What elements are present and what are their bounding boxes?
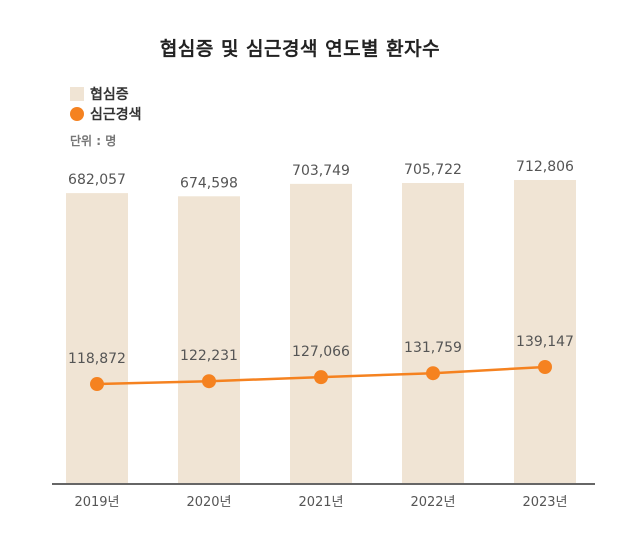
- line-point-4: [426, 366, 440, 381]
- bar-2: [178, 196, 240, 484]
- bar-value-label-1: 682,057: [68, 172, 126, 188]
- bar-value-label-5: 712,806: [516, 159, 574, 175]
- chart-title: 협심증 및 심근경색 연도별 환자수: [159, 38, 441, 60]
- bar-5: [514, 180, 576, 484]
- line-value-label-1: 118,872: [68, 351, 126, 367]
- x-tick-label-2: 2020년: [186, 495, 231, 510]
- bar-3: [290, 183, 352, 484]
- bar-value-label-3: 703,749: [292, 163, 350, 179]
- line-value-label-5: 139,147: [516, 334, 574, 350]
- line-point-3: [314, 370, 328, 385]
- legend-item-line: 심근경색: [70, 104, 142, 124]
- legend-label-bar: 협심증: [90, 87, 129, 103]
- legend-swatch-line: [70, 107, 84, 121]
- legend-swatch-bar: [70, 87, 84, 101]
- bar-value-label-2: 674,598: [180, 175, 238, 191]
- line-point-5: [538, 360, 552, 374]
- bar-4: [402, 183, 464, 484]
- line-value-label-4: 131,759: [404, 340, 462, 356]
- x-tick-label-1: 2019년: [74, 495, 119, 510]
- bar-1: [66, 193, 128, 484]
- legend-item-bar: 협심증: [70, 84, 142, 104]
- x-tick-label-5: 2023년: [522, 495, 567, 510]
- bar-value-label-4: 705,722: [404, 162, 462, 178]
- line-value-label-3: 127,066: [292, 344, 350, 360]
- legend: 협심증 심근경색: [70, 84, 142, 124]
- x-tick-label-4: 2022년: [410, 495, 455, 510]
- x-tick-label-3: 2021년: [298, 495, 343, 510]
- line-value-label-2: 122,231: [180, 348, 238, 364]
- line-point-2: [202, 374, 216, 389]
- line-point-1: [90, 377, 104, 392]
- legend-label-line: 심근경색: [90, 107, 142, 123]
- unit-label: 단위 : 명: [70, 134, 117, 148]
